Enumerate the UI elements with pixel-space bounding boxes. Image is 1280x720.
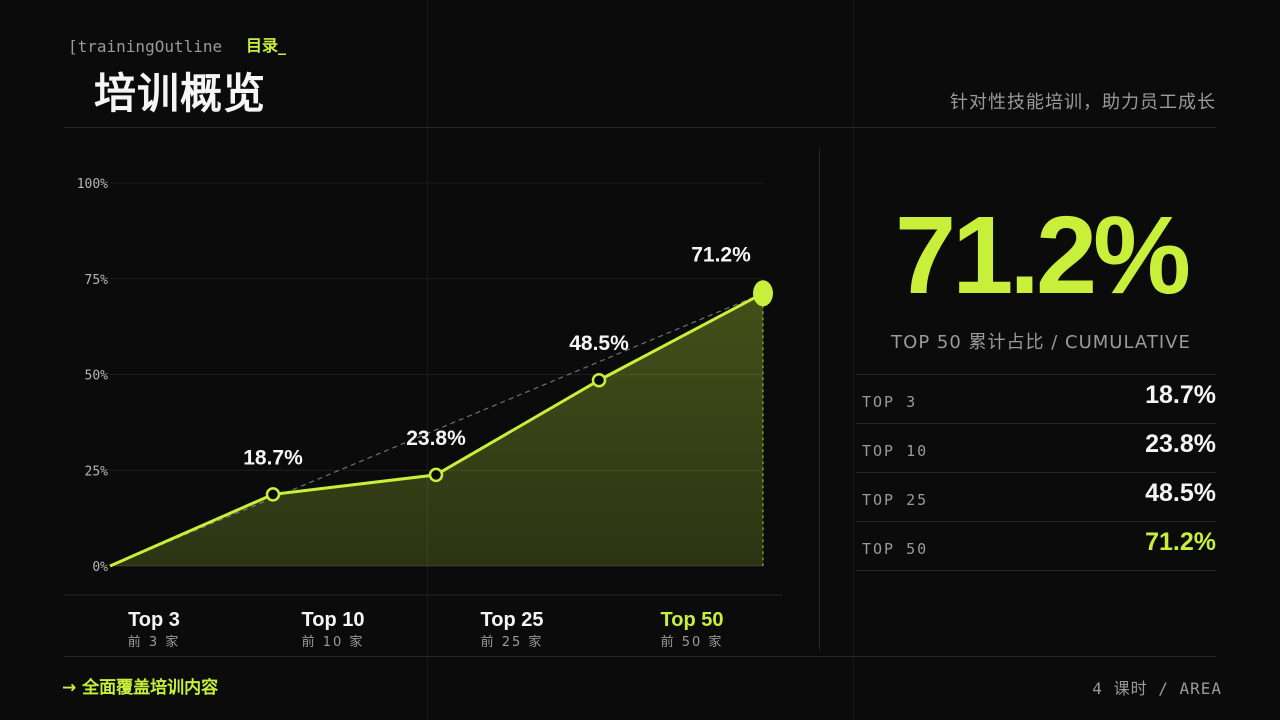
data-label: 48.5% (569, 332, 629, 355)
grid-line (853, 0, 854, 720)
grid-line (427, 0, 428, 720)
section-eyebrow: [trainingOutline 目录_ (68, 32, 286, 56)
cumulative-value: 71.2% (895, 194, 1191, 317)
data-point (265, 487, 281, 502)
data-label: 23.8% (406, 427, 466, 450)
table-row: TOP 3 18.7% (856, 375, 1216, 424)
x-tick-sublabel: 前 10 家 (302, 634, 365, 650)
panel-divider (819, 148, 820, 650)
page-title: 培训概览 (94, 69, 267, 118)
table-row: TOP 25 48.5% (856, 473, 1216, 522)
data-label: 18.7% (243, 446, 303, 469)
row-value: 18.7% (1145, 381, 1216, 409)
x-tick-sublabel: 前 25 家 (481, 634, 544, 650)
row-label: TOP 50 (862, 540, 929, 558)
y-tick-label: 100% (77, 177, 108, 192)
x-tick-sublabel: 前 50 家 (661, 634, 724, 650)
table-row: TOP 10 23.8% (856, 424, 1216, 473)
data-point (753, 280, 773, 307)
y-tick-label: 50% (85, 369, 109, 384)
y-tick-label: 0% (92, 560, 108, 575)
cumulative-label: TOP 50 累计占比 / CUMULATIVE (891, 332, 1191, 353)
data-point (591, 372, 607, 388)
page-subtitle: 针对性技能培训，助力员工成长 (950, 92, 1216, 113)
trend-line (109, 292, 764, 567)
row-label: TOP 25 (862, 491, 929, 509)
area-chart: 0% 25% 50% 75% 100% 18.7% 23.8% 48.5% 71.2% Top… (64, 177, 782, 650)
eyebrow-zh: 目录_ (246, 36, 287, 55)
x-tick-label: Top 10 (302, 609, 365, 631)
x-tick-label: Top 25 (481, 609, 544, 631)
summary-table: TOP 3 18.7% TOP 10 23.8% TOP 25 48.5% TO… (856, 374, 1216, 571)
header-divider (64, 127, 1216, 128)
data-label: 71.2% (691, 243, 751, 266)
x-tick-label: Top 50 (661, 609, 724, 631)
x-tick-sublabel: 前 3 家 (128, 634, 181, 650)
eyebrow-en: [trainingOutline (68, 37, 223, 56)
row-label: TOP 10 (862, 442, 929, 460)
row-value: 71.2% (1145, 528, 1216, 556)
row-value: 23.8% (1145, 430, 1216, 458)
x-tick-label: Top 3 (128, 609, 180, 631)
footer-cta: → 全面覆盖培训内容 (62, 678, 219, 698)
row-value: 48.5% (1145, 479, 1216, 507)
data-point (428, 467, 444, 483)
table-row: TOP 50 71.2% (856, 522, 1216, 571)
footer-divider (64, 656, 1216, 657)
y-tick-label: 25% (85, 464, 109, 479)
footer-meta: 4 课时 / AREA (1092, 679, 1222, 698)
y-tick-label: 75% (85, 273, 109, 288)
row-label: TOP 3 (862, 393, 918, 411)
